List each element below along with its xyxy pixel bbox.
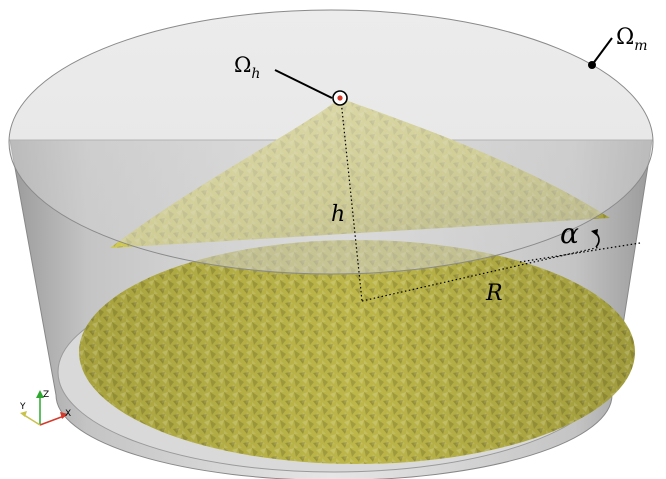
label-radius: R (485, 281, 503, 306)
x-axis-arrow (60, 412, 68, 419)
y-axis-label: Y (19, 402, 26, 412)
orientation-axes: Z Y X (19, 390, 71, 426)
label-omega-h: Ωh (234, 53, 260, 82)
dimension-lines (340, 99, 641, 302)
omega-h-leader (274, 69, 333, 99)
pile-base-texture (79, 240, 635, 464)
angle-marker (591, 229, 600, 248)
label-omega-m: Ωm (616, 25, 648, 54)
label-angle: α (560, 217, 579, 250)
omega-m-dot (588, 61, 596, 69)
inlet-marker (274, 69, 348, 106)
radius-line (361, 246, 601, 302)
omega-m-leader (591, 37, 613, 66)
z-axis-label: Z (43, 390, 49, 400)
x-axis-label: X (65, 409, 71, 419)
omega-m-pointer (588, 37, 613, 69)
y-axis-line (23, 414, 41, 426)
z-axis-arrow (36, 390, 44, 398)
container-top-surface (8, 9, 654, 275)
height-line (340, 99, 363, 302)
x-axis-line (39, 415, 65, 426)
slope-line (519, 242, 641, 263)
y-axis-arrow (20, 411, 27, 417)
angle-arrow-head (591, 229, 598, 236)
label-height: h (331, 202, 345, 227)
inlet-dot (337, 95, 343, 101)
